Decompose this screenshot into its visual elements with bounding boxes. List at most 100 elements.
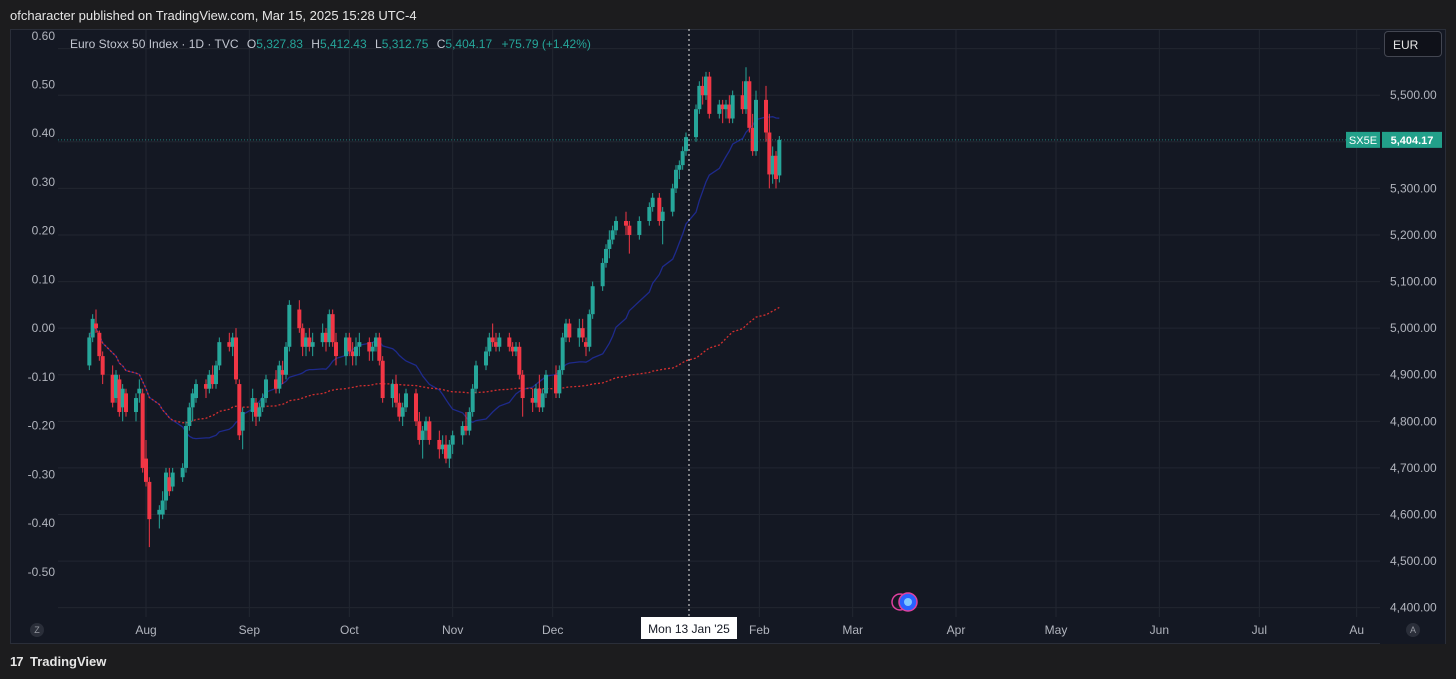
candle — [534, 384, 538, 408]
candle — [184, 421, 188, 473]
tradingview-logo-mark: 17 — [10, 654, 23, 669]
candle — [124, 388, 128, 417]
candle-body — [137, 388, 142, 394]
candle — [557, 365, 562, 399]
candle — [614, 216, 618, 235]
candle — [204, 379, 208, 399]
candle — [490, 323, 495, 347]
candle — [164, 467, 168, 510]
candle — [587, 309, 592, 352]
candle — [660, 207, 665, 245]
candle-body — [607, 239, 612, 249]
candle-body — [120, 388, 125, 408]
candle-body — [540, 393, 545, 408]
candle-body — [157, 509, 162, 515]
svg-text:5,404.17: 5,404.17 — [1391, 135, 1434, 147]
events-icon[interactable] — [891, 592, 918, 612]
candle — [350, 342, 355, 366]
candle-body — [264, 379, 268, 399]
candle-body — [537, 388, 542, 408]
candle-body — [180, 467, 185, 478]
candle-body — [100, 356, 105, 375]
time-tick-label: Oct — [340, 623, 359, 637]
candle-body — [370, 346, 375, 352]
price-tick-label: 4,800.00 — [1390, 414, 1437, 428]
candle — [747, 76, 752, 133]
candle-body — [677, 165, 682, 170]
candle — [404, 388, 408, 413]
candle — [494, 332, 498, 352]
candle-body — [657, 197, 662, 222]
auto-scale-button[interactable]: A — [1406, 623, 1420, 637]
candle-body — [450, 435, 455, 445]
candle — [400, 402, 405, 426]
candle — [114, 370, 118, 403]
candle-body — [184, 425, 188, 468]
candle-body — [350, 351, 355, 357]
candle-body — [344, 337, 348, 357]
candle-body — [467, 412, 472, 431]
candle — [260, 393, 265, 413]
candle — [380, 356, 385, 403]
candle — [310, 332, 315, 357]
candle-body — [777, 139, 782, 176]
candle-body — [204, 384, 208, 389]
candle-body — [230, 337, 235, 347]
time-tick-label: Apr — [947, 623, 966, 637]
candle — [440, 435, 445, 454]
candle-body — [730, 95, 735, 119]
candle-body — [584, 342, 588, 347]
candle-body — [210, 374, 215, 385]
timezone-button[interactable]: Z — [30, 623, 44, 637]
candle — [324, 328, 328, 352]
candle — [334, 332, 338, 366]
candles — [87, 67, 782, 548]
candle-body — [207, 374, 212, 389]
candle — [167, 467, 172, 496]
candle-body — [310, 342, 315, 347]
candle — [194, 379, 198, 403]
candle — [467, 407, 472, 436]
candle — [484, 346, 488, 371]
tradingview-brand: TradingView — [30, 654, 107, 669]
candle — [764, 85, 768, 142]
candle-body — [767, 132, 772, 175]
candle — [90, 314, 95, 343]
candle — [540, 388, 545, 413]
candle — [464, 412, 468, 436]
ma-short-line — [88, 116, 780, 440]
candle-body — [307, 337, 312, 347]
price-tick-label: 5,000.00 — [1390, 321, 1437, 335]
tradingview-logo[interactable]: 17 TradingView — [10, 654, 106, 669]
candle — [704, 71, 708, 100]
currency-button[interactable]: EUR — [1384, 31, 1442, 57]
candle — [520, 370, 525, 417]
candle — [180, 463, 185, 482]
left-tick-label: 0.40 — [32, 126, 56, 140]
left-tick-label: 0.00 — [32, 321, 56, 335]
candle — [610, 225, 615, 245]
candle — [370, 342, 375, 361]
candle — [774, 151, 778, 189]
candle-body — [577, 328, 582, 338]
candle-body — [194, 384, 198, 399]
candle — [650, 193, 655, 212]
candle — [227, 332, 232, 352]
candle — [274, 370, 278, 394]
candle — [677, 160, 682, 180]
candle — [230, 332, 235, 357]
candle — [474, 360, 478, 394]
candle-body — [494, 342, 498, 347]
candle — [94, 309, 98, 333]
candle — [657, 193, 662, 226]
candle — [394, 374, 398, 408]
candle-body — [347, 337, 352, 352]
legend-close-label: C — [436, 37, 446, 51]
candle-body — [514, 346, 518, 352]
candle — [237, 379, 242, 440]
price-scale-background — [1380, 30, 1445, 644]
candle-body — [560, 337, 565, 371]
candle — [397, 393, 402, 422]
candle-body — [580, 328, 585, 338]
